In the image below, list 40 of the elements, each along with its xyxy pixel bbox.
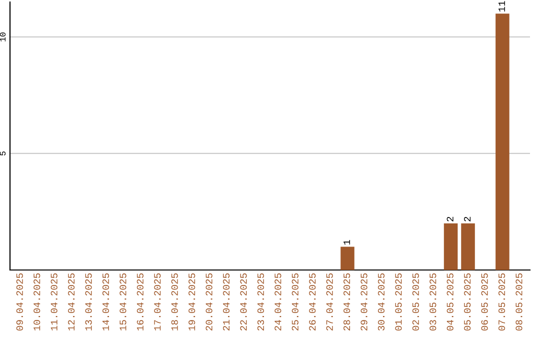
x-tick-label: 11.04.2025 — [50, 273, 58, 330]
x-tick-label: 26.04.2025 — [309, 273, 316, 330]
x-tick-label: 14.04.2025 — [102, 273, 110, 330]
data-label: 2 — [464, 216, 471, 222]
x-tick-label: 07.05.2025 — [498, 273, 506, 331]
bar — [461, 223, 475, 270]
bar — [496, 14, 510, 270]
x-tick-label: 05.05.2025 — [464, 273, 471, 331]
x-tick-label: 19.04.2025 — [188, 273, 196, 330]
x-tick-label: 06.05.2025 — [481, 273, 488, 331]
x-tick-label: 15.04.2025 — [120, 273, 126, 330]
x-tick-label: 08.05.2025 — [516, 273, 522, 331]
x-tick-label: 02.05.2025 — [412, 273, 419, 331]
x-tick-label: 18.04.2025 — [171, 273, 178, 330]
bar — [340, 246, 354, 270]
x-tick-label: 21.04.2025 — [222, 273, 230, 330]
data-label: 11 — [498, 1, 505, 12]
x-tick-label: 03.05.2025 — [430, 273, 436, 331]
x-tick-label: 22.04.2025 — [240, 273, 247, 330]
x-tick-label: 27.04.2025 — [326, 273, 333, 330]
x-tick-label: 24.04.2025 — [274, 273, 282, 330]
x-tick-label: 30.04.2025 — [378, 273, 385, 331]
y-tick-label: 10 — [0, 32, 6, 42]
x-tick-label: 10.04.2025 — [34, 273, 40, 330]
x-tick-label: 28.04.2025 — [343, 273, 350, 330]
data-label: 1 — [344, 240, 350, 245]
x-tick-label: 20.04.2025 — [206, 273, 212, 330]
data-label: 2 — [446, 216, 454, 222]
x-tick-label: 29.04.2025 — [360, 273, 368, 330]
x-tick-label: 23.04.2025 — [257, 273, 264, 330]
bar — [444, 223, 458, 270]
x-tick-label: 16.04.2025 — [136, 273, 144, 330]
x-tick-label: 04.05.2025 — [446, 273, 454, 331]
x-tick-label: 09.04.2025 — [16, 273, 23, 331]
x-tick-label: 17.04.2025 — [154, 273, 161, 330]
y-tick-label: 5 — [0, 152, 6, 156]
x-tick-label: 01.05.2025 — [395, 273, 402, 331]
x-tick-label: 12.04.2025 — [68, 273, 75, 330]
x-tick-label: 13.04.2025 — [85, 273, 92, 330]
x-tick-label: 25.04.2025 — [292, 273, 298, 330]
